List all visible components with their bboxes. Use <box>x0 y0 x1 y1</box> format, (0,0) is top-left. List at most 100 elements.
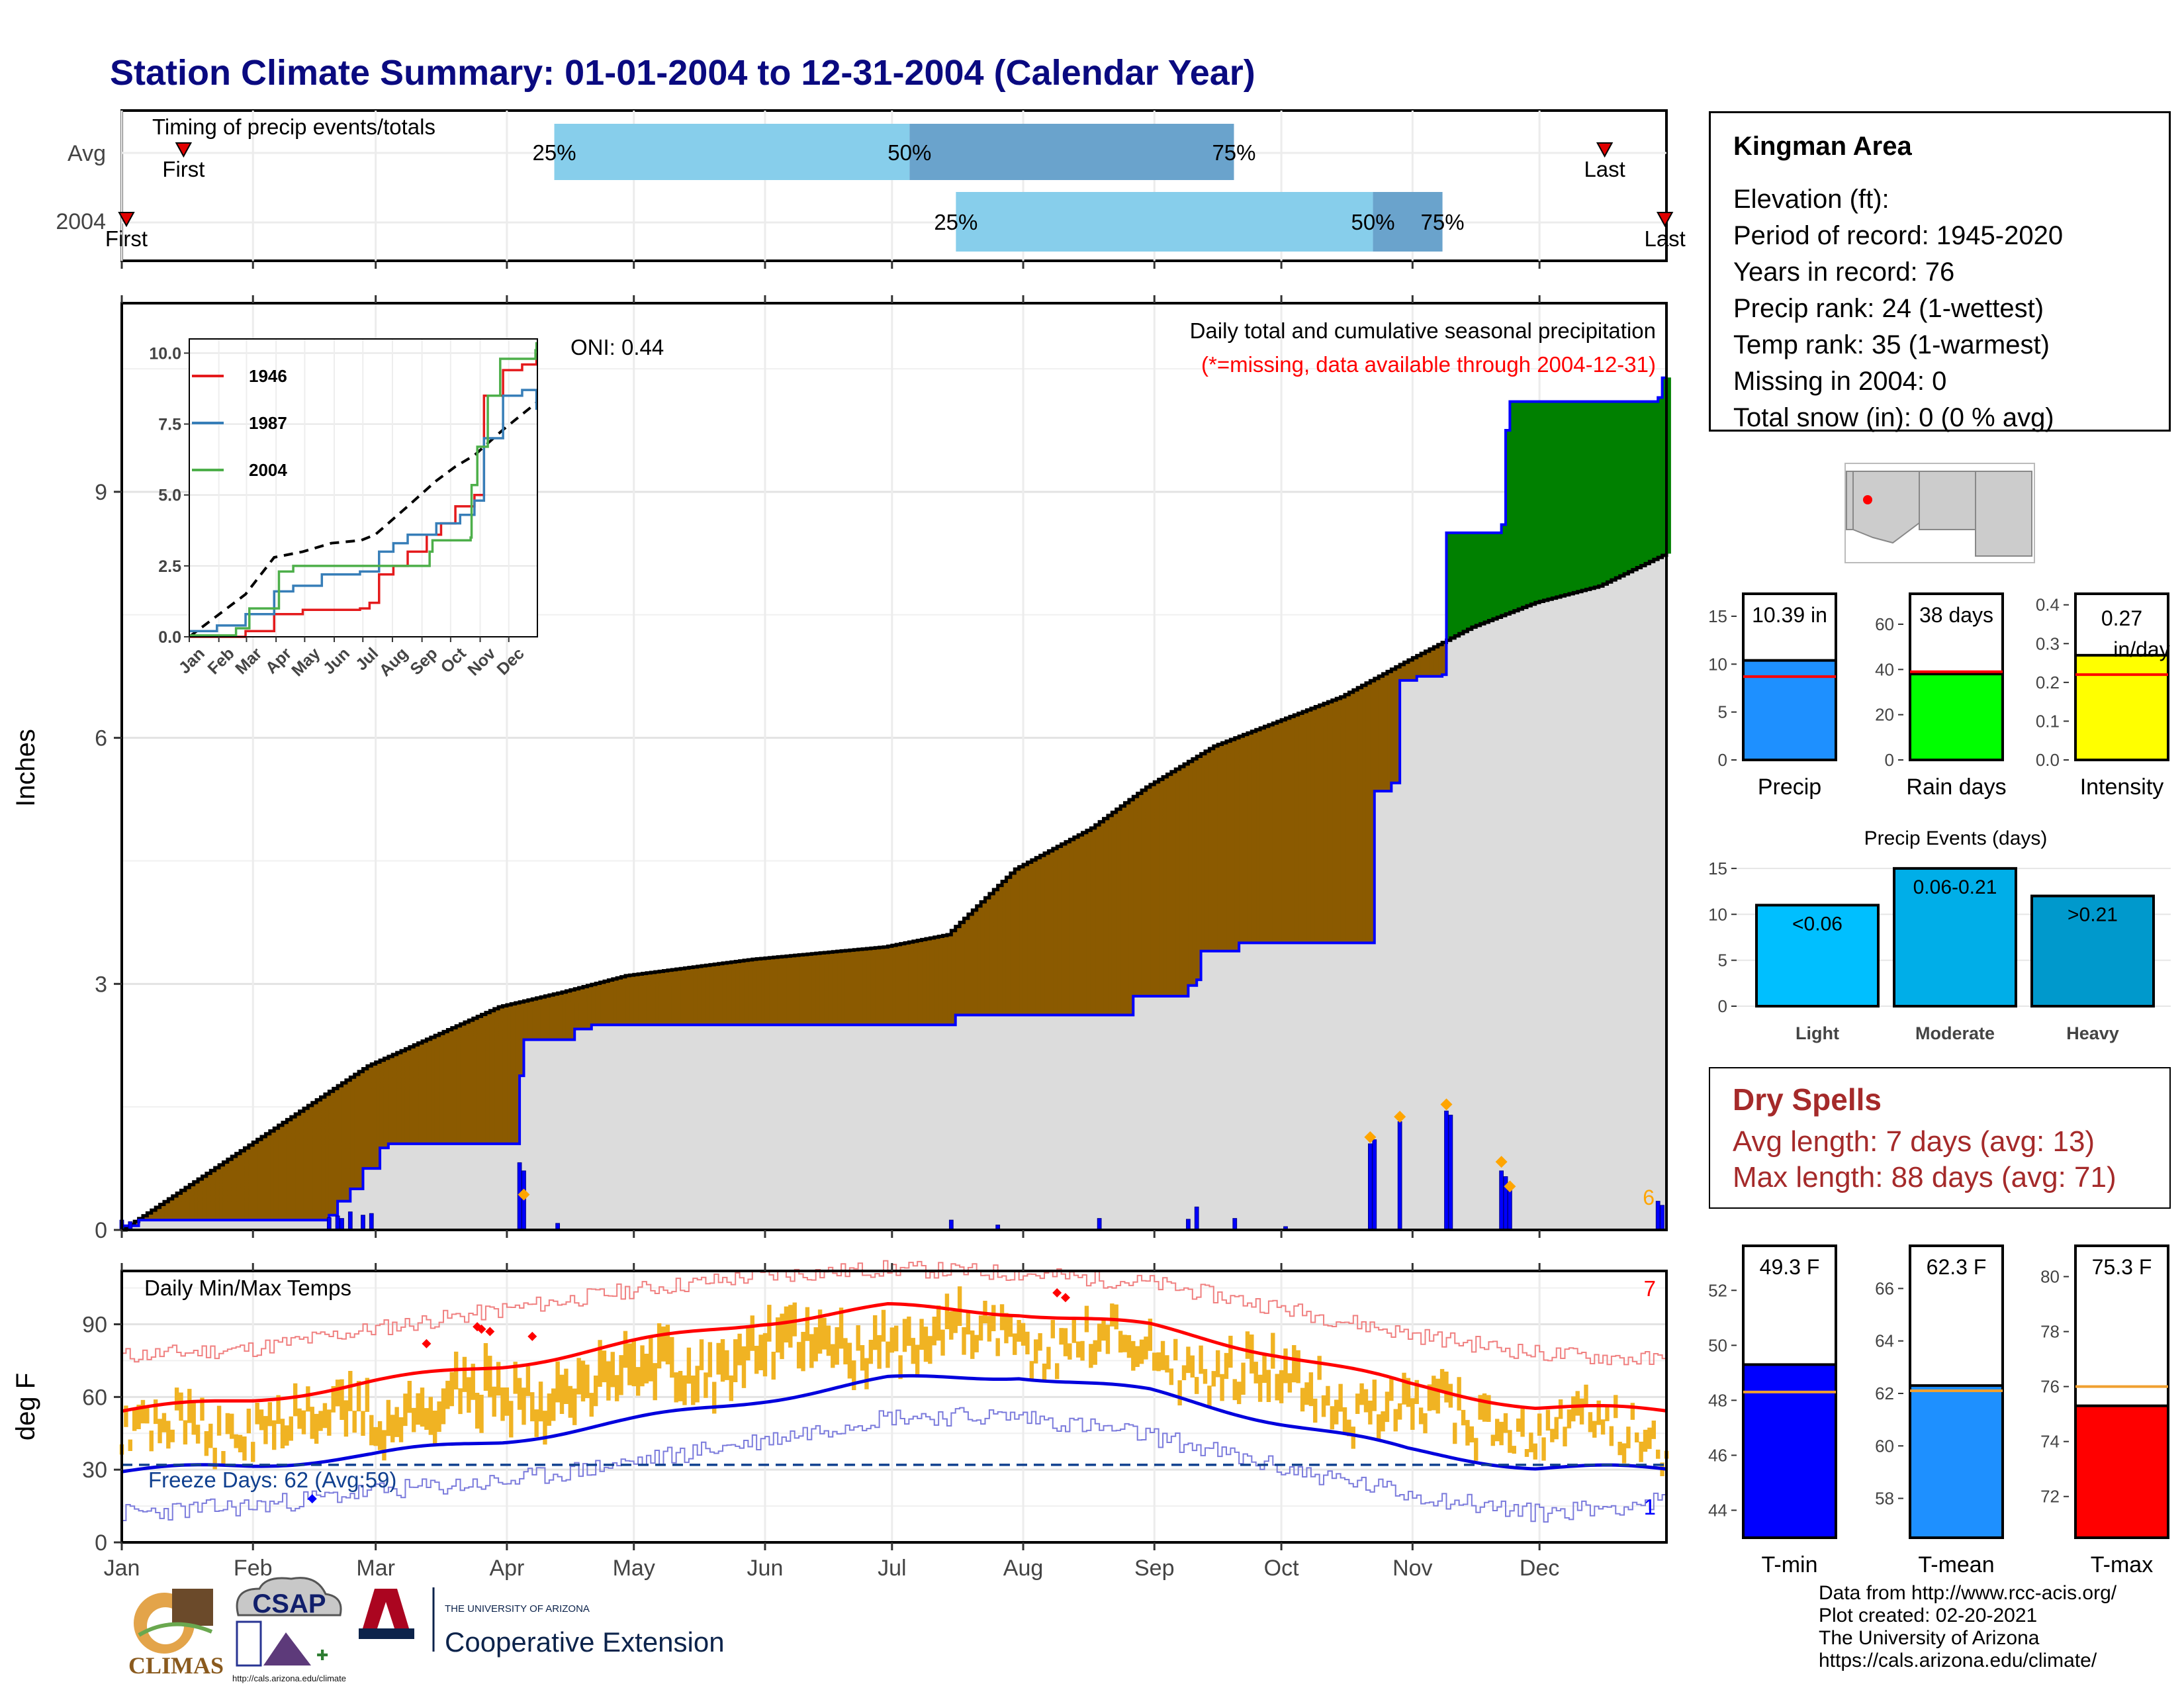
climas-text: CLIMAS <box>128 1652 224 1679</box>
temp-summary-t-max-ytick-label-3: 78 <box>2040 1322 2060 1342</box>
record-high-marker-4 <box>527 1331 537 1341</box>
precip-events-chart: 0 5 10 15 <0.06 Light 0.06-0.21 Moderate >0.21 He… <box>1708 859 2171 1043</box>
footer-plot-created: Plot created: 02-20-2021 <box>1819 1605 2038 1626</box>
missing-note: (*=missing, data available through 2004-… <box>1201 352 1656 377</box>
map-new-mexico <box>1919 471 1976 530</box>
precip-panel-frame <box>120 302 1668 1231</box>
daily-precip-bar-15 <box>1194 1206 1199 1231</box>
temp-summary-t-mean-ytick-label-4: 66 <box>1875 1278 1894 1298</box>
temp-ytick-label-2: 60 <box>82 1385 107 1410</box>
month-label-Jan: Jan <box>104 1556 140 1581</box>
locator-map <box>1844 463 2035 563</box>
footer-url: https://cals.arizona.edu/climate/ <box>1819 1650 2097 1671</box>
top-event-marker-4 <box>1495 1156 1508 1168</box>
precip-summary-precip-ytick-label-3: 15 <box>1708 606 1727 626</box>
logos: CLIMAS CSAP ✚ http://cals.arizona.edu/cl… <box>128 1577 725 1683</box>
daily-precip-bar-27 <box>1660 1205 1664 1231</box>
info-years: Years in record: 76 <box>1733 258 1955 287</box>
temp-summary-t-min-value-bar <box>1742 1363 1837 1539</box>
daily-precip-bar-14 <box>1186 1219 1191 1231</box>
climas-mountain <box>172 1589 213 1626</box>
month-label-Aug: Aug <box>1003 1556 1044 1581</box>
temp-summary-t-max-value-bar <box>2074 1404 2169 1540</box>
first-label-2004: First <box>105 226 148 251</box>
ua-small-text: THE UNIVERSITY OF ARIZONA <box>445 1603 590 1615</box>
inset-ytick-label-3: 7.5 <box>158 416 181 434</box>
dry-spells-box: Dry Spells Avg length: 7 days (avg: 13) … <box>1709 1067 2171 1209</box>
precip-summary-intensity-value-bar <box>2074 653 2169 761</box>
top-event-marker-5 <box>1504 1180 1516 1193</box>
month-label-Apr: Apr <box>489 1556 524 1581</box>
precip-summary-intensity-ytick-label-3: 0.3 <box>2036 633 2060 653</box>
precip-summary-intensity-ytick-label-1: 0.1 <box>2036 711 2060 731</box>
temp-summary-t-min-ytick-label-3: 50 <box>1708 1335 1727 1355</box>
events-bar-label-moderate: Moderate <box>1915 1023 1995 1043</box>
footer-university: The University of Arizona <box>1819 1627 2040 1649</box>
inset-ytick-label-2: 5.0 <box>158 487 181 505</box>
hot-record-count: 7 <box>1644 1276 1656 1301</box>
csap-rain-box <box>236 1620 262 1667</box>
events-bar-value-light: <0.06 <box>1792 913 1843 935</box>
temp-ytick-label-3: 90 <box>82 1313 107 1338</box>
temp-summary-t-max-ytick-label-1: 74 <box>2040 1432 2060 1452</box>
daily-precip-bar-7 <box>369 1213 374 1231</box>
temp-summary-t-min-value-label: 49.3 F <box>1760 1255 1820 1279</box>
daily-precip-bar-26 <box>1655 1201 1661 1231</box>
inset-legend-label-1946: 1946 <box>249 366 287 386</box>
temp-summary-t-mean-ytick-label-2: 62 <box>1875 1383 1894 1403</box>
record-high-marker-3 <box>485 1327 495 1336</box>
inset-legend-label-2004: 2004 <box>249 460 287 480</box>
precip-summary-precip-ytick-label-0: 0 <box>1718 750 1727 770</box>
info-temp-rank: Temp rank: 35 (1-warmest) <box>1733 330 2050 359</box>
timing-pct-label-2004-0: 25% <box>934 210 978 234</box>
precip-areas <box>121 376 1671 1232</box>
inset-ytick-label-0: 0.0 <box>158 628 181 647</box>
avg-cumulative-line <box>122 553 1668 1232</box>
precip-corner-count: 6 <box>1643 1186 1655 1209</box>
temp-summary-t-min-ytick-label-0: 44 <box>1708 1500 1727 1520</box>
precip-summary-intensity-ytick-label-0: 0.0 <box>2036 750 2060 770</box>
climas-logo: CLIMAS <box>128 1589 224 1679</box>
last-label-2004: Last <box>1644 226 1685 251</box>
timing-pct-label-Avg-0: 25% <box>532 140 576 165</box>
first-label-Avg: First <box>162 157 205 181</box>
temp-summary-t-mean-ytick-label-3: 64 <box>1875 1331 1894 1351</box>
station-info-box: Kingman Area Elevation (ft): Period of r… <box>1709 111 2171 432</box>
daily-precip-bar-22 <box>1448 1115 1453 1231</box>
observed-cumulative-line <box>122 376 1666 1227</box>
daily-precip-bar-16 <box>1232 1218 1238 1231</box>
timing-title: Timing of precip events/totals <box>152 115 435 139</box>
timing-bar-q1-2004 <box>956 192 1373 252</box>
inset-ytick-label-4: 10.0 <box>149 344 181 363</box>
precip-ytick-label-0: 0 <box>95 1218 107 1243</box>
precip-summary-precip-value-label: 10.39 in <box>1752 603 1827 627</box>
station-location-dot <box>1863 495 1872 504</box>
timing-row-label-avg: Avg <box>68 141 106 166</box>
events-bar-label-light: Light <box>1796 1023 1839 1043</box>
precip-ytick-label-3: 9 <box>95 480 107 505</box>
inset-legend: 1946 1987 2004 <box>192 366 287 480</box>
month-label-May: May <box>613 1556 655 1581</box>
month-label-Sep: Sep <box>1134 1556 1175 1581</box>
station-name: Kingman Area <box>1733 132 1912 161</box>
csap-cloud <box>236 1577 342 1617</box>
daily-precip-bar-4 <box>340 1218 344 1231</box>
daily-precip-bar-3 <box>335 1215 340 1231</box>
precip-summary-intensity-value-unit: in/day <box>2113 637 2169 661</box>
csap-mountain <box>263 1632 311 1665</box>
precip-y-label: Inches <box>11 729 40 807</box>
cold-record-count: 1 <box>1644 1495 1656 1519</box>
daily-precip-bar-2 <box>326 1217 332 1231</box>
record-low-marker-0 <box>307 1494 317 1504</box>
precip-summary-intensity-value-label: 0.27 <box>2101 606 2142 630</box>
ua-big-text: Cooperative Extension <box>445 1626 725 1658</box>
precip-summary-rain-days-ytick-label-0: 0 <box>1885 750 1894 770</box>
info-precip-rank: Precip rank: 24 (1-wettest) <box>1733 294 2044 323</box>
csap-logo: CSAP ✚ http://cals.arizona.edu/climate <box>232 1577 346 1683</box>
temp-summary-t-mean-ytick-label-1: 60 <box>1875 1436 1894 1456</box>
events-bar-moderate <box>1893 867 2017 1008</box>
info-total-snow: Total snow (in): 0 (0 % avg) <box>1733 403 2054 432</box>
ua-logo: THE UNIVERSITY OF ARIZONA Cooperative Ex… <box>359 1587 725 1658</box>
inset-series-2004 <box>189 342 538 637</box>
